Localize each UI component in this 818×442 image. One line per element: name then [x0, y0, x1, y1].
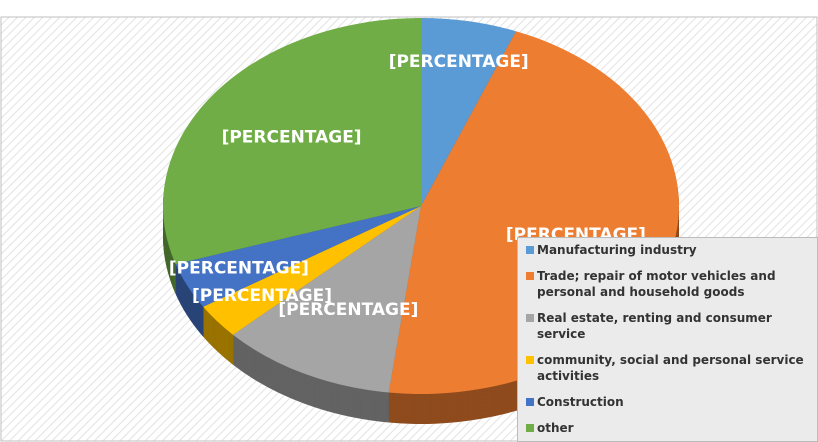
legend-item: community, social and personal service a… [526, 352, 813, 384]
legend-item: Construction [526, 394, 813, 410]
legend-item: Trade; repair of motor vehicles and pers… [526, 268, 813, 300]
legend-label: Real estate, renting and consumer servic… [537, 311, 772, 341]
legend: Manufacturing industry Trade; repair of m… [517, 237, 818, 442]
legend-label: Manufacturing industry [537, 243, 697, 257]
legend-item: Manufacturing industry [526, 242, 813, 258]
legend-swatch [526, 314, 534, 322]
slice [232, 206, 421, 393]
data-label: [PERCENTAGE] [192, 286, 332, 306]
data-label: [PERCENTAGE] [169, 258, 309, 278]
legend-swatch [526, 424, 534, 432]
legend-swatch [526, 356, 534, 364]
data-label: [PERCENTAGE] [389, 52, 529, 72]
legend-swatch [526, 272, 534, 280]
slice [421, 18, 516, 206]
legend-item: other [526, 420, 813, 436]
data-label: [PERCENTAGE] [222, 127, 362, 147]
legend-label: other [537, 421, 574, 435]
legend-label: Construction [537, 395, 624, 409]
legend-swatch [526, 398, 534, 406]
legend-item: Real estate, renting and consumer servic… [526, 310, 813, 342]
slice [203, 206, 421, 335]
legend-label: community, social and personal service a… [537, 353, 804, 383]
legend-swatch [526, 246, 534, 254]
slice [163, 18, 421, 265]
legend-label: Trade; repair of motor vehicles and pers… [537, 269, 776, 299]
data-label: [PERCENTAGE] [278, 300, 418, 320]
slice [175, 206, 421, 307]
